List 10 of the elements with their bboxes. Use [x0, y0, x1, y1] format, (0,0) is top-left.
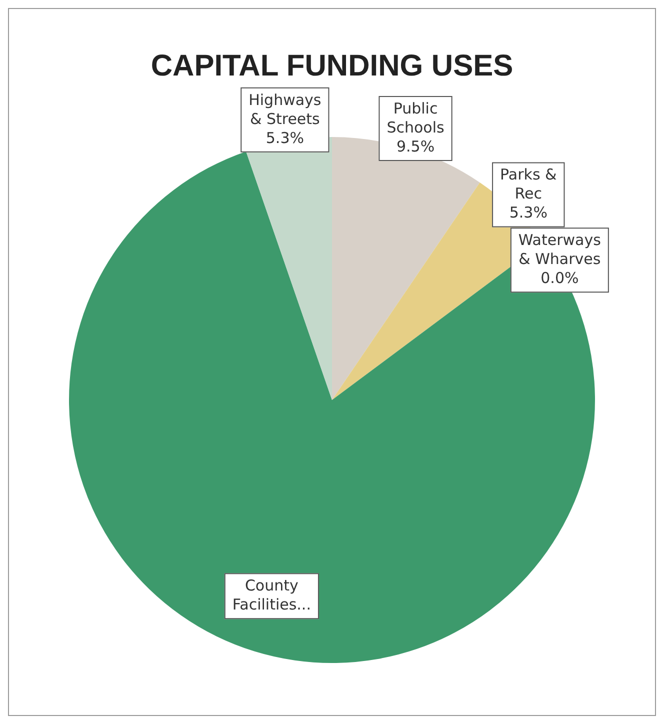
data-label: 5.3% [266, 128, 304, 147]
chart-title: CAPITAL FUNDING USES [150, 49, 514, 82]
slice-label: County Facilities... [232, 576, 311, 614]
slice-label: Public Schools [386, 99, 445, 136]
data-label: 5.3% [509, 204, 548, 222]
text: 0.0% [540, 269, 579, 288]
data-label: 9.5% [396, 137, 435, 156]
slice-label: Parks & Rec [500, 166, 558, 203]
category-label: Waterways & Wharves [518, 231, 601, 268]
slice-label: Highways & Streets [248, 90, 322, 128]
